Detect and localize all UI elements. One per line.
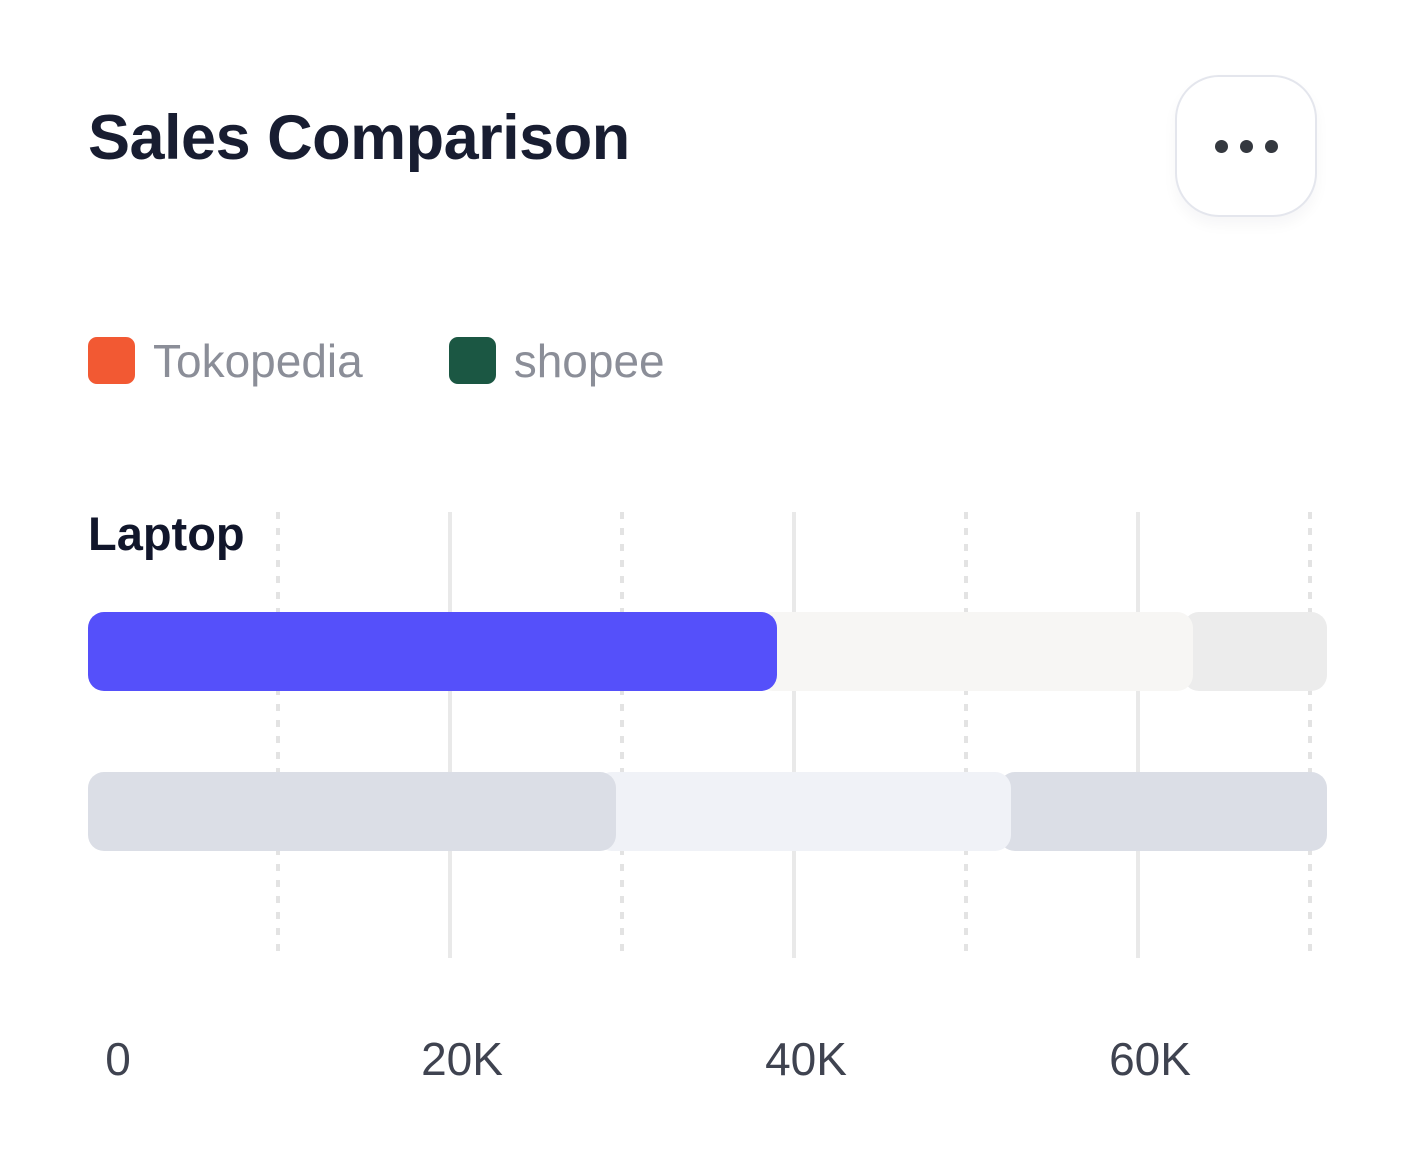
tokopedia-bar-track-light [757,612,1194,691]
legend-label-tokopedia: Tokopedia [153,334,363,387]
shopee-bar-track-light [595,772,1012,851]
shopee-bar-track-end [998,772,1327,851]
gridline-solid [792,512,796,958]
category-label-laptop: Laptop [88,507,245,560]
x-axis-tick-label: 40K [765,1033,847,1085]
ellipsis-dot [1264,139,1278,153]
gridline-solid [1136,512,1140,958]
x-axis-tick-label: 0 [105,1033,131,1085]
shopee-swatch-icon [448,337,496,384]
gridline-solid [448,512,452,958]
gridline-dashed [964,512,968,958]
x-axis-tick-label: 60K [1109,1033,1191,1085]
legend-label-shopee: shopee [513,334,665,387]
tokopedia-bar-value-fill[interactable] [88,612,777,691]
gridline-dashed [276,512,280,958]
ellipsis-dot [1214,139,1228,153]
ellipsis-icon [1214,139,1278,153]
tokopedia-bar[interactable] [88,612,1327,691]
gridline-dashed [620,512,624,958]
shopee-bar-value-fill[interactable] [88,772,616,851]
shopee-bar[interactable] [88,772,1327,851]
legend-item-tokopedia[interactable]: Tokopedia [88,337,363,384]
tokopedia-swatch-icon [88,337,135,384]
x-axis-tick-label: 20K [421,1033,503,1085]
more-options-button[interactable] [1175,75,1317,217]
chart-legend: Tokopedia shopee [88,337,665,384]
legend-item-shopee[interactable]: shopee [448,334,665,387]
ellipsis-dot [1239,139,1253,153]
page-title: Sales Comparison [88,103,630,173]
gridline-dashed [1308,512,1312,958]
tokopedia-bar-track-cap [1183,612,1327,691]
